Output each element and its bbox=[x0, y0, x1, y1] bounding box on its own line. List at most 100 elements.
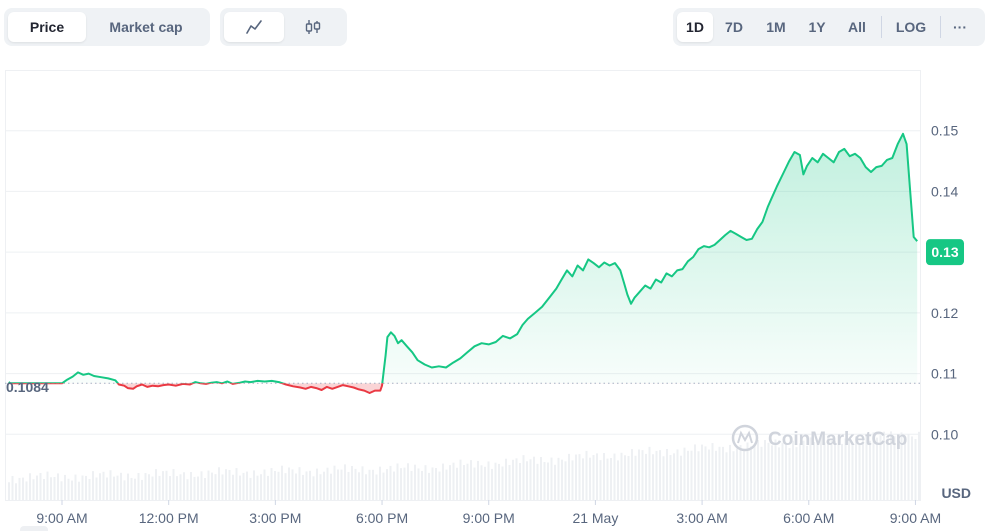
volume-bar bbox=[778, 447, 780, 500]
log-scale-button[interactable]: LOG bbox=[895, 19, 927, 35]
volume-bars bbox=[8, 431, 920, 500]
watermark-logo-icon bbox=[731, 424, 759, 452]
volume-bar bbox=[470, 460, 472, 500]
volume-bar bbox=[239, 475, 241, 500]
y-axis: 0.10 0.11 0.12 0.13 0.14 0.15 bbox=[931, 123, 958, 443]
currency-label: USD bbox=[941, 485, 971, 501]
candle-mode-button[interactable] bbox=[284, 12, 344, 42]
volume-bar bbox=[88, 478, 91, 500]
volume-bar bbox=[186, 479, 189, 500]
volume-bar bbox=[260, 474, 262, 500]
price-chart[interactable]: CoinMarketCap 0.10 0.11 0.12 0.13 0.14 0.15 9… bbox=[0, 60, 985, 531]
x-tick-label: 21 May bbox=[572, 510, 618, 526]
volume-bar bbox=[753, 445, 756, 500]
tab-price[interactable]: Price bbox=[8, 12, 86, 42]
volume-bar bbox=[729, 444, 731, 500]
volume-bar bbox=[557, 457, 560, 500]
volume-bar bbox=[421, 470, 423, 500]
x-tick-label: 6:00 AM bbox=[783, 510, 834, 526]
volume-bar bbox=[813, 441, 815, 500]
volume-bar bbox=[904, 440, 906, 500]
volume-bar bbox=[417, 468, 420, 500]
volume-bar bbox=[267, 475, 269, 500]
volume-bar bbox=[396, 463, 399, 500]
volume-bar bbox=[494, 462, 497, 500]
volume-bar bbox=[816, 440, 819, 500]
volume-bar bbox=[655, 450, 658, 500]
volume-bar bbox=[127, 473, 129, 500]
volume-bar bbox=[697, 451, 700, 500]
volume-bar bbox=[123, 480, 126, 500]
volume-bar bbox=[879, 435, 882, 500]
volume-bar bbox=[886, 438, 889, 500]
volume-bar bbox=[445, 469, 448, 500]
volume-bar bbox=[799, 443, 801, 500]
volume-bar bbox=[585, 450, 588, 500]
volume-bar bbox=[844, 438, 847, 500]
volume-bar bbox=[32, 479, 35, 500]
volume-bar bbox=[193, 476, 196, 500]
volume-bar bbox=[806, 445, 808, 500]
volume-bar bbox=[8, 482, 10, 500]
volume-bar bbox=[743, 450, 745, 500]
y-tick-label: 0.15 bbox=[931, 123, 958, 139]
volume-bar bbox=[312, 476, 315, 500]
range-1y-button[interactable]: 1Y bbox=[808, 19, 826, 35]
more-options-button[interactable]: ··· bbox=[953, 19, 967, 35]
area-above-open bbox=[8, 133, 918, 384]
volume-bar bbox=[918, 431, 920, 500]
volume-bar bbox=[11, 475, 14, 500]
range-1m-button[interactable]: 1M bbox=[766, 19, 786, 35]
volume-bar bbox=[137, 472, 140, 500]
volume-bar bbox=[760, 446, 763, 500]
time-range-tabs: 1D 7D 1M 1Y All LOG ··· bbox=[673, 8, 985, 46]
volume-bar bbox=[529, 459, 532, 500]
volume-bar bbox=[606, 458, 609, 500]
current-price-value: 0.13 bbox=[931, 244, 958, 260]
volume-bar bbox=[617, 460, 619, 500]
volume-bar bbox=[368, 469, 371, 500]
volume-bar bbox=[890, 431, 892, 500]
volume-bar bbox=[477, 460, 479, 500]
volume-bar bbox=[704, 446, 707, 500]
volume-bar bbox=[484, 466, 486, 500]
volume-bar bbox=[85, 475, 87, 500]
volume-bar bbox=[204, 477, 206, 500]
volume-bar bbox=[795, 447, 798, 500]
volume-bar bbox=[624, 455, 626, 500]
volume-bar bbox=[102, 471, 105, 500]
range-all-button[interactable]: All bbox=[848, 19, 866, 35]
volume-bar bbox=[715, 450, 717, 500]
volume-bar bbox=[872, 432, 875, 500]
range-7d-button[interactable]: 7D bbox=[725, 19, 743, 35]
volume-bar bbox=[820, 435, 822, 500]
volume-bar bbox=[291, 469, 294, 500]
volume-bar bbox=[155, 469, 157, 500]
volume-bar bbox=[340, 469, 343, 500]
x-tick-label: 3:00 AM bbox=[676, 510, 727, 526]
volume-bar bbox=[179, 474, 182, 500]
volume-bar bbox=[39, 473, 42, 500]
volume-bar bbox=[281, 465, 283, 500]
scroll-handle[interactable] bbox=[20, 526, 48, 531]
volume-bar bbox=[893, 436, 896, 500]
volume-bar bbox=[862, 438, 864, 500]
volume-bar bbox=[680, 455, 682, 500]
volume-bar bbox=[722, 446, 724, 500]
volume-bar bbox=[365, 474, 367, 500]
chart-mode-tabs bbox=[220, 8, 347, 46]
watermark-logo-glyph bbox=[737, 430, 753, 444]
range-1d-button[interactable]: 1D bbox=[677, 12, 713, 42]
volume-bar bbox=[739, 445, 742, 500]
volume-bar bbox=[295, 473, 297, 500]
watermark: CoinMarketCap bbox=[731, 424, 907, 452]
plot-frame bbox=[5, 70, 921, 501]
volume-bar bbox=[848, 440, 850, 500]
toolbar-divider bbox=[881, 16, 882, 38]
volume-bar bbox=[106, 477, 108, 500]
line-mode-button[interactable] bbox=[224, 12, 284, 42]
tab-market-cap[interactable]: Market cap bbox=[109, 19, 183, 35]
volume-bar bbox=[683, 447, 686, 500]
volume-bar bbox=[466, 463, 469, 500]
volume-bar bbox=[764, 439, 766, 500]
